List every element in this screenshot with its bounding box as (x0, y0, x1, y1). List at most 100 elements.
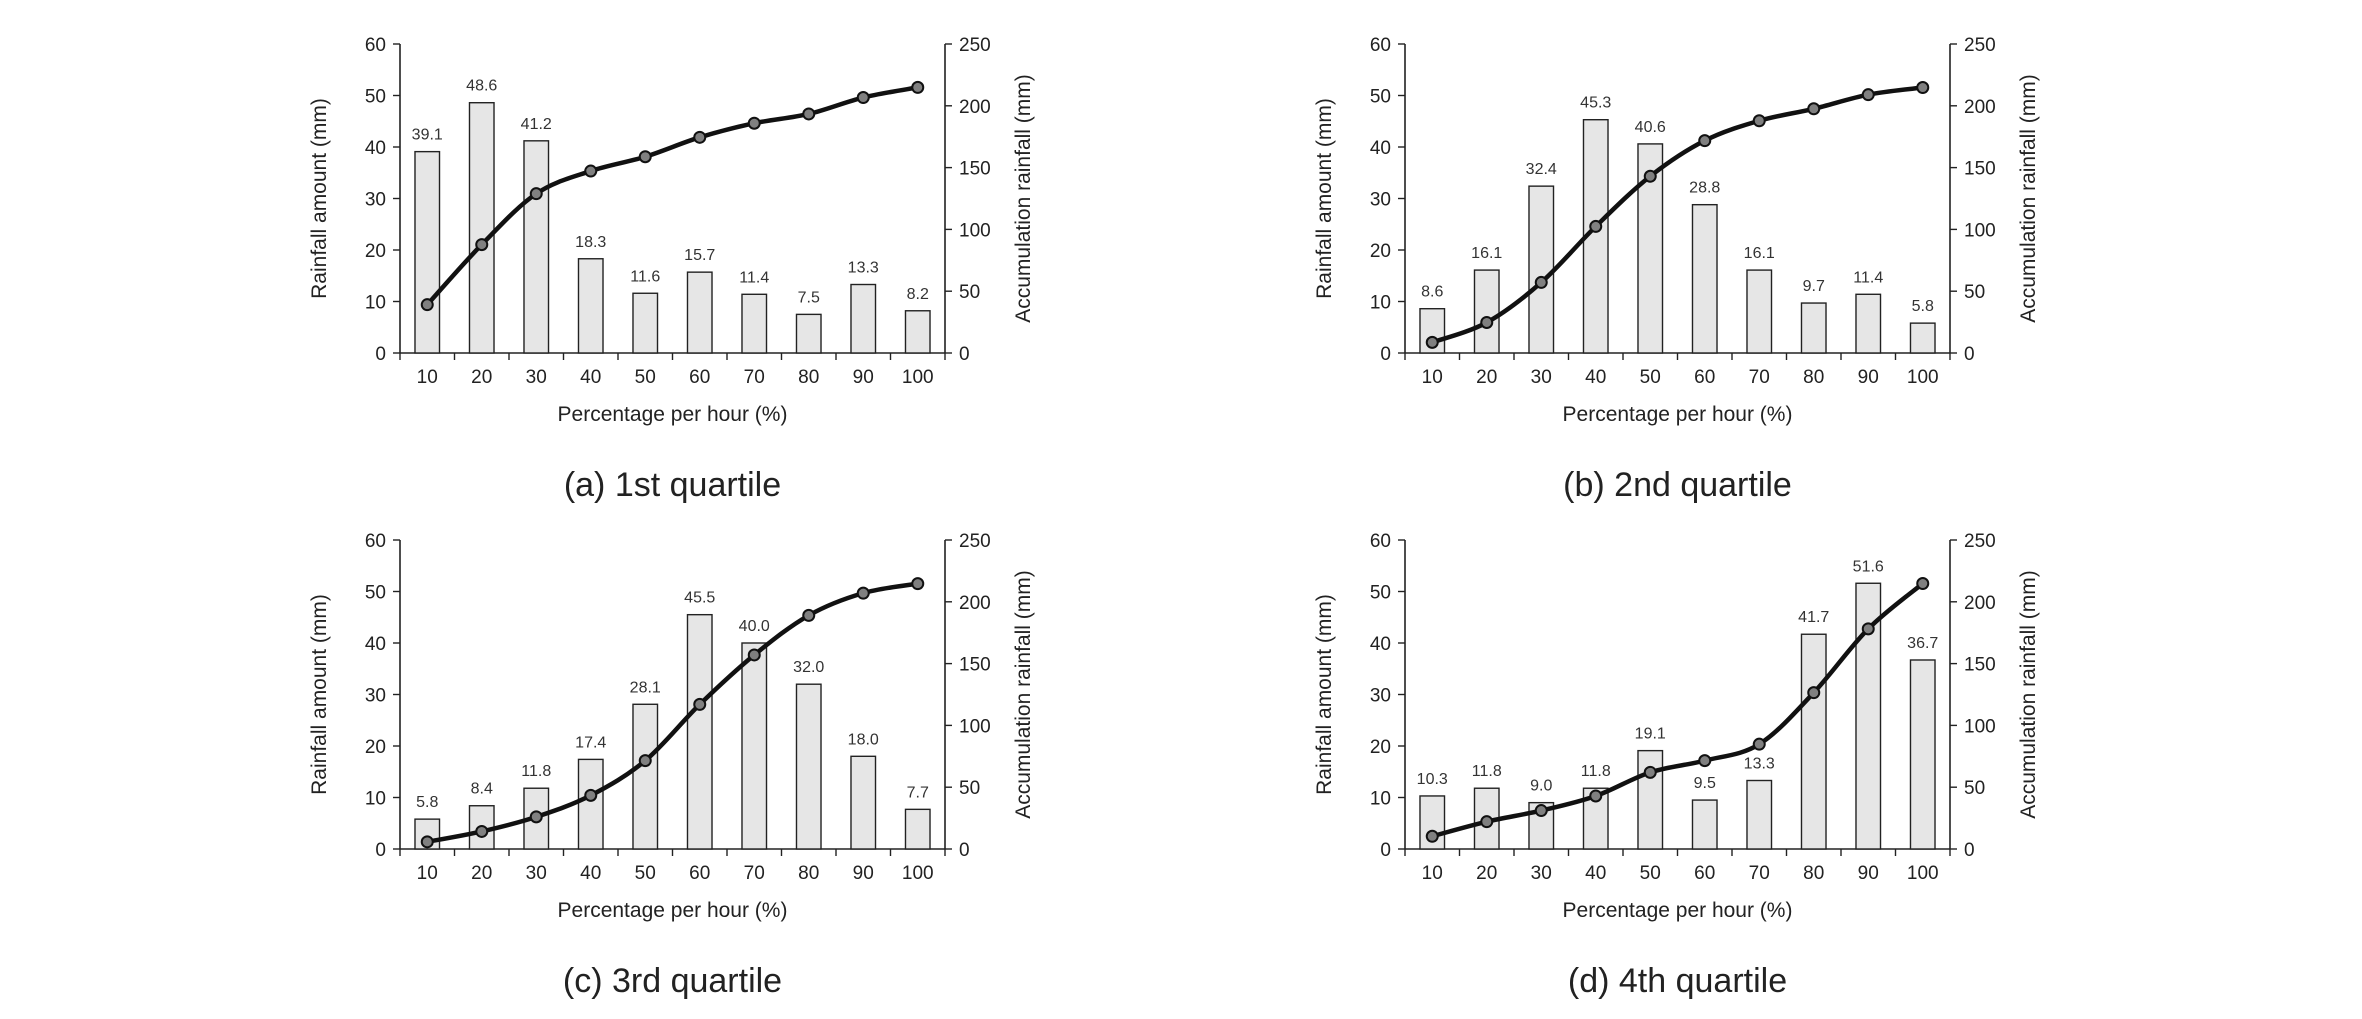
bar-value-label: 16.1 (1744, 245, 1775, 262)
x-axis-title: Percentage per hour (%) (558, 899, 788, 922)
accumulation-line (1431, 581, 1925, 839)
x-tick-label: 70 (1749, 367, 1770, 388)
chart-panel-b: 0 10 20 30 40 50 60 0 50 100 150 200 250 10 20 30 40 50 60… (1295, 20, 2295, 510)
accumulation-point-50 (638, 150, 652, 164)
chart-caption: (d) 4th quartile (1568, 962, 1787, 1000)
x-tick-label: 100 (1907, 863, 1939, 884)
x-tick-label: 70 (1749, 863, 1770, 884)
x-tick-label: 10 (417, 367, 438, 388)
bar-value-label: 13.3 (1744, 756, 1775, 773)
x-tick-label: 10 (417, 863, 438, 884)
bar-50 (1637, 749, 1664, 850)
bar-value-label: 32.4 (1526, 161, 1557, 178)
accumulation-point-10 (420, 298, 434, 312)
y2-tick-label: 150 (1964, 655, 1996, 676)
accumulation-point-60 (1698, 754, 1712, 768)
bar-value-label: 15.7 (684, 247, 715, 264)
chart-panel-a: 0 10 20 30 40 50 60 0 50 100 150 200 250 10 20 30 40 50 60… (290, 20, 1290, 510)
y-tick-label: 50 (365, 583, 386, 604)
bar-90 (1855, 293, 1882, 354)
bar-70 (741, 642, 768, 850)
x-tick-label: 20 (1476, 863, 1497, 884)
chart-svg-d: 0 10 20 30 40 50 60 0 50 100 150 200 250 10 20 30 40 50 60… (1313, 531, 2040, 1000)
bar-80 (1800, 302, 1827, 354)
bar-value-label: 11.6 (630, 268, 660, 285)
y-tick-label: 30 (1370, 686, 1391, 707)
bar-value-label: 18.0 (848, 731, 879, 748)
y2-tick-label: 50 (1964, 282, 1985, 303)
bar-100 (904, 310, 931, 354)
bar-100 (904, 808, 931, 850)
bar-value-label: 18.3 (575, 234, 606, 251)
bar-value-label: 5.8 (1912, 298, 1934, 315)
bar-40 (577, 758, 604, 850)
bar-60 (1691, 799, 1718, 850)
y-tick-label: 10 (1370, 789, 1391, 810)
bar-value-label: 40.0 (739, 618, 770, 635)
y-tick-label: 40 (1370, 634, 1391, 655)
y2-tick-label: 0 (1964, 840, 1975, 861)
x-tick-label: 10 (1422, 863, 1443, 884)
y2-tick-label: 250 (1964, 531, 1996, 552)
bar-90 (850, 755, 877, 850)
accumulation-point-30 (529, 187, 543, 201)
accumulation-point-70 (1752, 114, 1766, 128)
y-tick-label: 50 (1370, 87, 1391, 108)
y2-axis-title: Accumulation rainfall (mm) (2017, 74, 2040, 323)
y2-tick-label: 200 (959, 593, 991, 614)
accumulation-point-80 (802, 107, 816, 121)
accumulation-point-100 (1916, 81, 1930, 95)
bar-value-label: 41.7 (1798, 609, 1829, 626)
bar-value-label: 5.8 (416, 794, 438, 811)
y-tick-label: 0 (375, 840, 386, 861)
accumulation-point-30 (1534, 275, 1548, 289)
x-tick-label: 90 (1858, 863, 1879, 884)
y2-tick-label: 50 (1964, 778, 1985, 799)
bar-value-label: 8.2 (907, 286, 929, 303)
y2-tick-label: 200 (1964, 97, 1996, 118)
bar-10 (414, 150, 441, 354)
bar-50 (632, 703, 659, 850)
bar-value-label: 48.6 (466, 78, 497, 95)
bar-value-label: 9.5 (1694, 775, 1716, 792)
bar-80 (795, 683, 822, 850)
y-tick-label: 50 (1370, 583, 1391, 604)
x-tick-label: 80 (798, 863, 819, 884)
accumulation-point-40 (584, 164, 598, 178)
accumulation-point-10 (420, 835, 434, 849)
accumulation-line (425, 85, 919, 307)
x-tick-label: 60 (1694, 863, 1715, 884)
y-tick-label: 60 (1370, 531, 1391, 552)
y-axis-title: Rainfall amount (mm) (308, 594, 331, 795)
x-tick-label: 70 (744, 367, 765, 388)
bar-value-label: 39.1 (412, 127, 443, 144)
y2-tick-label: 0 (959, 344, 970, 365)
bar-50 (632, 292, 659, 354)
chart-panel-c: 0 10 20 30 40 50 60 0 50 100 150 200 250 10 20 30 40 50 60… (290, 516, 1290, 1006)
x-tick-label: 50 (635, 863, 656, 884)
bar-value-label: 7.7 (907, 784, 929, 801)
y-axis-title: Rainfall amount (mm) (1313, 98, 1336, 299)
y-tick-label: 50 (365, 87, 386, 108)
x-tick-label: 90 (1858, 367, 1879, 388)
x-tick-label: 100 (902, 367, 934, 388)
y-tick-label: 20 (365, 737, 386, 758)
y-axis-title: Rainfall amount (mm) (308, 98, 331, 299)
y-tick-label: 40 (365, 634, 386, 655)
accumulation-point-80 (1807, 686, 1821, 700)
y-tick-label: 30 (1370, 190, 1391, 211)
x-tick-label: 90 (853, 863, 874, 884)
bar-30 (1528, 185, 1555, 354)
y-tick-label: 20 (1370, 241, 1391, 262)
x-tick-label: 80 (798, 367, 819, 388)
accumulation-point-20 (475, 824, 489, 838)
bar-80 (795, 313, 822, 354)
y-axis-title: Rainfall amount (mm) (1313, 594, 1336, 795)
y-tick-label: 30 (365, 686, 386, 707)
bar-70 (1746, 779, 1773, 850)
y-tick-label: 60 (1370, 35, 1391, 56)
accumulation-point-20 (475, 238, 489, 252)
bar-60 (686, 271, 713, 354)
accumulation-point-60 (1698, 134, 1712, 148)
y2-tick-label: 50 (959, 778, 980, 799)
